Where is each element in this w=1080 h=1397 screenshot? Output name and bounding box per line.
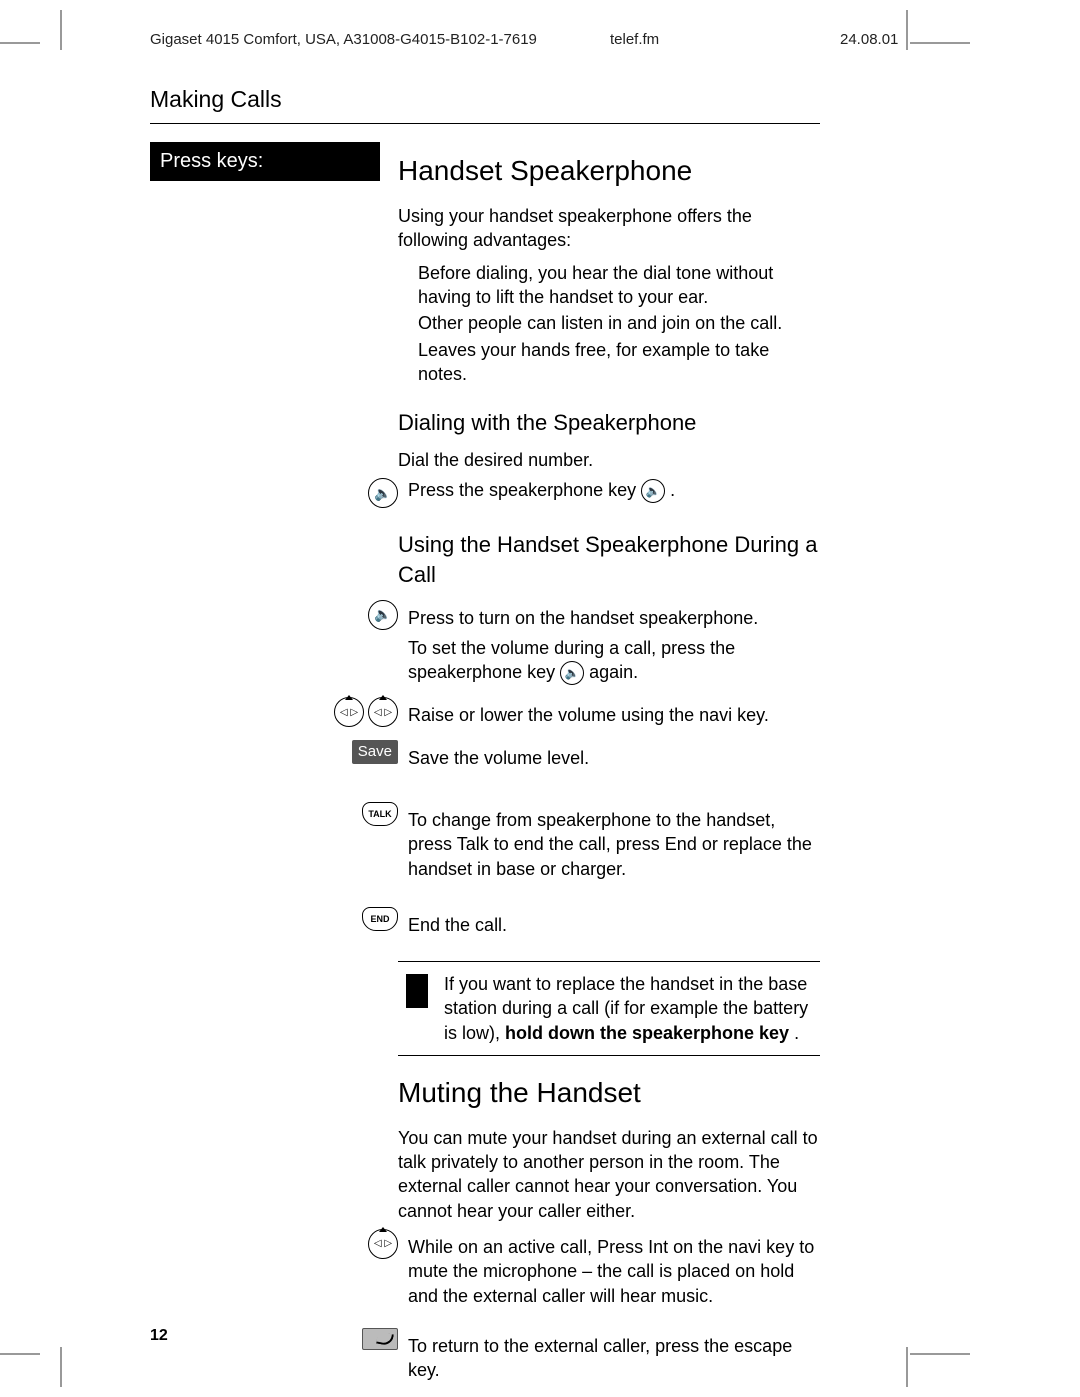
doc-date: 24.08.01 <box>840 30 1000 50</box>
navi-key-icon: ◁ ▷ <box>368 697 398 727</box>
bullet-2: Other people can listen in and join on t… <box>418 311 820 335</box>
during-step4: Save the volume level. <box>408 746 820 770</box>
dialing-step2: Press the speakerphone key 🔈 . <box>408 478 820 503</box>
during-step1: Press to turn on the handset speakerphon… <box>408 606 820 630</box>
muting-intro: You can mute your handset during an exte… <box>398 1126 820 1223</box>
dialing-step1: Dial the desired number. <box>398 448 820 472</box>
note-mark-icon <box>406 974 428 1008</box>
speakerphone-key-icon: 🔈 <box>641 479 665 503</box>
speakerphone-heading: Handset Speakerphone <box>398 152 820 190</box>
dialing-heading: Dialing with the Speakerphone <box>398 408 820 438</box>
note-box: If you want to replace the handset in th… <box>398 961 820 1056</box>
section-title: Making Calls <box>150 84 820 124</box>
during-heading: Using the Handset Speakerphone During a … <box>398 530 820 589</box>
bullet-1: Before dialing, you hear the dial tone w… <box>418 261 820 310</box>
doc-id: Gigaset 4015 Comfort, USA, A31008-G4015-… <box>150 30 550 50</box>
doc-file: telef.fm <box>610 30 780 50</box>
speakerphone-key-icon: 🔈 <box>560 661 584 685</box>
speakerphone-intro: Using your handset speakerphone offers t… <box>398 204 820 253</box>
muting-step1: While on an active call, Press Int on th… <box>408 1235 820 1308</box>
speakerphone-bullets: Before dialing, you hear the dial tone w… <box>398 261 820 386</box>
press-keys-label: Press keys: <box>150 142 380 181</box>
meta-header: Gigaset 4015 Comfort, USA, A31008-G4015-… <box>80 0 1000 50</box>
navi-key-icon: ◁ ▷ <box>368 1229 398 1259</box>
during-step6: End the call. <box>408 913 820 937</box>
page-number: 12 <box>150 1325 168 1347</box>
during-step3: Raise or lower the volume using the navi… <box>408 703 820 727</box>
muting-step2: To return to the external caller, press … <box>408 1334 820 1383</box>
speakerphone-key-icon: 🔈 <box>368 600 398 630</box>
muting-heading: Muting the Handset <box>398 1074 820 1112</box>
during-step5: To change from speakerphone to the hands… <box>408 808 820 881</box>
note-text: If you want to replace the handset in th… <box>444 972 812 1045</box>
escape-key-icon <box>362 1328 398 1350</box>
bullet-3: Leaves your hands free, for example to t… <box>418 338 820 387</box>
navi-key-icon: ◁ ▷ <box>334 697 364 727</box>
during-step2: To set the volume during a call, press t… <box>408 636 820 686</box>
speakerphone-key-icon: 🔈 <box>368 478 398 508</box>
talk-key-icon: TALK <box>362 802 398 826</box>
end-key-icon: END <box>362 907 398 931</box>
save-key-icon: Save <box>352 740 398 764</box>
